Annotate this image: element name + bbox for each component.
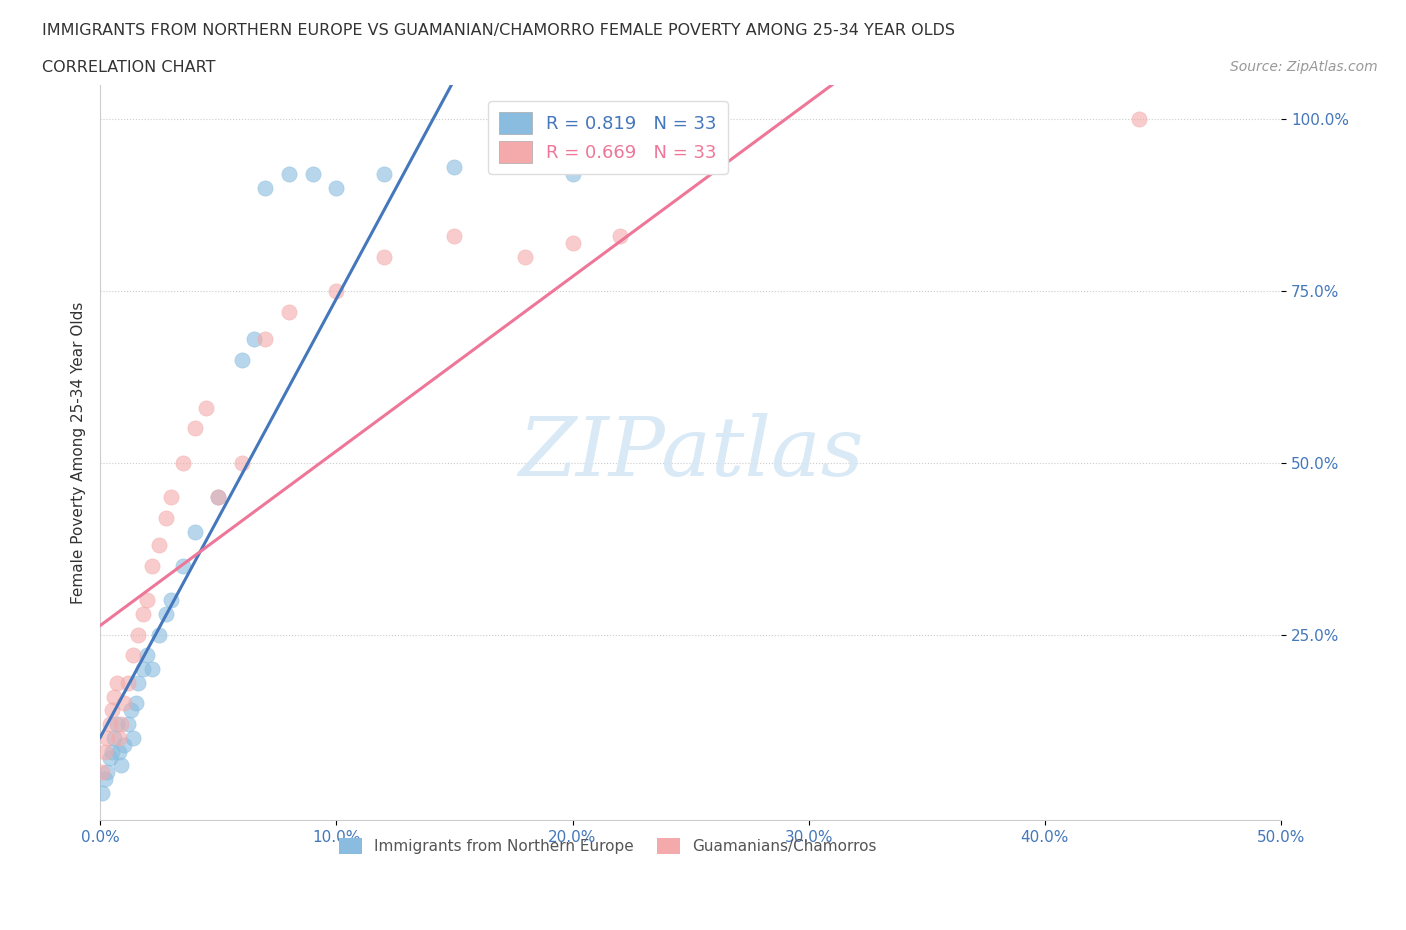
Point — [105, 717, 128, 732]
Point — [207, 490, 229, 505]
Point — [108, 744, 131, 759]
Y-axis label: Female Poverty Among 25-34 Year Olds: Female Poverty Among 25-34 Year Olds — [72, 301, 86, 604]
Point — [301, 166, 323, 181]
Text: CORRELATION CHART: CORRELATION CHART — [42, 60, 215, 75]
Point — [278, 166, 301, 181]
Point — [101, 744, 124, 759]
Point — [609, 229, 631, 244]
Point — [155, 511, 177, 525]
Point — [443, 160, 465, 175]
Point — [110, 717, 132, 732]
Point — [94, 772, 117, 787]
Point — [124, 696, 146, 711]
Point — [131, 661, 153, 676]
Point — [172, 559, 194, 574]
Point — [101, 703, 124, 718]
Point — [254, 180, 277, 195]
Point — [172, 456, 194, 471]
Point — [325, 180, 347, 195]
Point — [103, 730, 125, 745]
Point — [195, 401, 218, 416]
Point — [443, 229, 465, 244]
Point — [278, 304, 301, 319]
Text: ZIPatlas: ZIPatlas — [517, 413, 863, 493]
Text: Source: ZipAtlas.com: Source: ZipAtlas.com — [1230, 60, 1378, 74]
Text: IMMIGRANTS FROM NORTHERN EUROPE VS GUAMANIAN/CHAMORRO FEMALE POVERTY AMONG 25-34: IMMIGRANTS FROM NORTHERN EUROPE VS GUAMA… — [42, 23, 955, 38]
Point — [98, 751, 121, 766]
Point — [112, 737, 135, 752]
Point — [108, 730, 131, 745]
Point — [105, 675, 128, 690]
Point — [231, 456, 253, 471]
Point — [1128, 112, 1150, 126]
Point — [242, 332, 264, 347]
Point — [127, 675, 149, 690]
Point — [91, 785, 114, 800]
Point — [94, 744, 117, 759]
Point — [110, 758, 132, 773]
Point — [155, 606, 177, 621]
Point — [373, 166, 395, 181]
Point — [122, 730, 145, 745]
Point — [160, 490, 183, 505]
Point — [183, 525, 205, 539]
Point — [561, 235, 583, 250]
Point — [127, 627, 149, 642]
Point — [183, 421, 205, 436]
Point — [117, 675, 139, 690]
Point — [515, 249, 537, 264]
Point — [325, 284, 347, 299]
Point — [254, 332, 277, 347]
Point — [141, 559, 163, 574]
Point — [561, 166, 583, 181]
Legend: Immigrants from Northern Europe, Guamanians/Chamorros: Immigrants from Northern Europe, Guamani… — [333, 832, 883, 860]
Point — [136, 593, 159, 608]
Point — [96, 764, 118, 779]
Point — [117, 717, 139, 732]
Point — [131, 606, 153, 621]
Point — [373, 249, 395, 264]
Point — [141, 661, 163, 676]
Point — [91, 764, 114, 779]
Point — [207, 490, 229, 505]
Point — [231, 352, 253, 367]
Point — [103, 689, 125, 704]
Point — [148, 627, 170, 642]
Point — [96, 730, 118, 745]
Point — [160, 593, 183, 608]
Point — [122, 648, 145, 663]
Point — [120, 703, 142, 718]
Point — [148, 538, 170, 552]
Point — [112, 696, 135, 711]
Point — [98, 717, 121, 732]
Point — [136, 648, 159, 663]
